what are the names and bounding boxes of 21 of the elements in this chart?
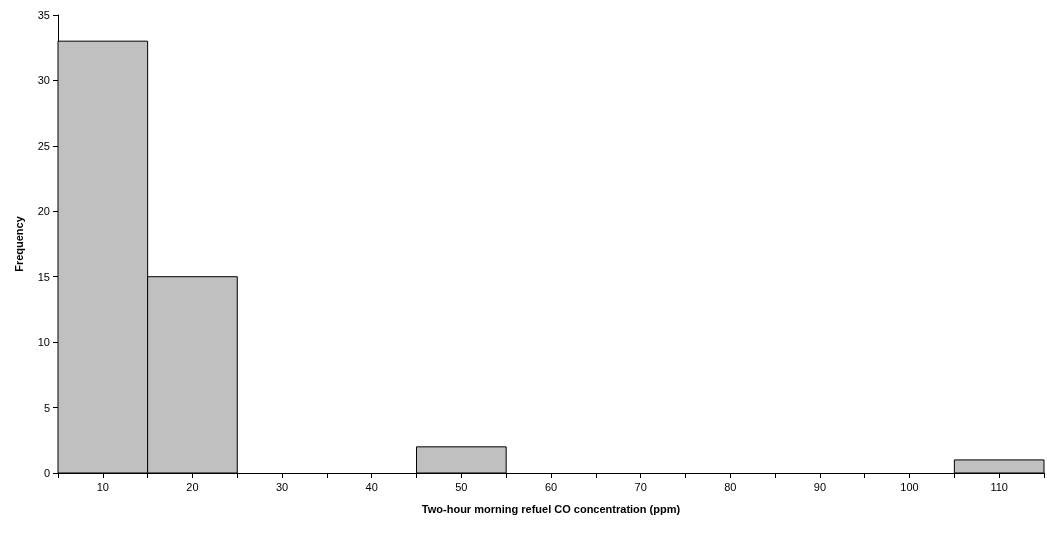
y-tick-label: 15 — [37, 270, 50, 283]
x-tick-label: 20 — [186, 480, 199, 493]
x-tick-label: 30 — [275, 480, 289, 493]
y-tick-label: 35 — [37, 9, 50, 21]
x-axis-title: Two-hour morning refuel CO concentration (ppm) — [421, 502, 681, 515]
y-tick-label: 30 — [37, 74, 50, 87]
x-tick-label: 80 — [724, 480, 737, 493]
y-tick-label: 5 — [43, 401, 50, 414]
y-tick-label: 0 — [43, 467, 50, 479]
x-tick-label: 50 — [455, 480, 468, 493]
y-axis-title: Frequency — [12, 215, 25, 272]
x-tick-label: 40 — [365, 480, 378, 493]
x-tick-label: 90 — [813, 480, 827, 493]
y-tick-label: 20 — [37, 205, 50, 218]
x-tick-label: 70 — [634, 480, 647, 493]
x-tick-label: 100 — [900, 480, 919, 493]
y-tick-label: 10 — [37, 336, 50, 349]
x-tick-label: 60 — [544, 480, 558, 493]
x-tick-label: 110 — [990, 480, 1008, 493]
x-tick-label: 10 — [96, 480, 109, 493]
y-tick-label: 25 — [37, 139, 50, 152]
